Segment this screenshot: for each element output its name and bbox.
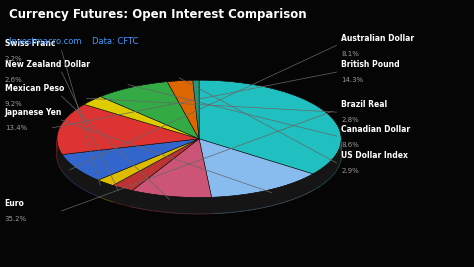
- Polygon shape: [211, 174, 313, 213]
- Text: Canadian Dollar: Canadian Dollar: [341, 124, 410, 134]
- Polygon shape: [199, 139, 313, 190]
- Polygon shape: [84, 97, 199, 139]
- Polygon shape: [199, 139, 313, 197]
- Text: 2.6%: 2.6%: [5, 77, 22, 83]
- Polygon shape: [193, 80, 199, 139]
- Polygon shape: [113, 139, 199, 202]
- Polygon shape: [100, 82, 199, 139]
- Text: New Zealand Dollar: New Zealand Dollar: [5, 60, 90, 69]
- Text: 2.2%: 2.2%: [5, 56, 22, 62]
- Text: 14.3%: 14.3%: [341, 77, 364, 83]
- Text: 2.8%: 2.8%: [341, 117, 359, 123]
- Polygon shape: [113, 186, 132, 207]
- Text: 9.2%: 9.2%: [5, 101, 22, 107]
- Polygon shape: [98, 139, 199, 196]
- Polygon shape: [132, 191, 211, 214]
- Polygon shape: [62, 139, 199, 171]
- Text: 8.1%: 8.1%: [341, 51, 359, 57]
- Polygon shape: [57, 104, 199, 155]
- Text: Japanese Yen: Japanese Yen: [5, 108, 62, 117]
- Polygon shape: [98, 139, 199, 186]
- Polygon shape: [132, 139, 199, 207]
- Polygon shape: [132, 139, 211, 198]
- Text: Mexican Peso: Mexican Peso: [5, 84, 64, 93]
- Text: 35.2%: 35.2%: [5, 216, 27, 222]
- Polygon shape: [62, 139, 199, 171]
- Polygon shape: [132, 139, 199, 207]
- Polygon shape: [98, 139, 199, 196]
- Text: Investmacro.com    Data: CFTC: Investmacro.com Data: CFTC: [9, 37, 139, 46]
- Text: 13.4%: 13.4%: [5, 125, 27, 131]
- Text: Australian Dollar: Australian Dollar: [341, 34, 414, 43]
- Polygon shape: [57, 140, 62, 171]
- Polygon shape: [113, 139, 199, 191]
- Text: Euro: Euro: [5, 199, 25, 208]
- Polygon shape: [98, 180, 113, 202]
- Polygon shape: [199, 139, 211, 213]
- Polygon shape: [62, 139, 199, 180]
- Polygon shape: [199, 139, 313, 190]
- Text: Currency Futures: Open Interest Comparison: Currency Futures: Open Interest Comparis…: [9, 8, 307, 21]
- Text: Swiss Franc: Swiss Franc: [5, 39, 55, 48]
- Polygon shape: [313, 141, 341, 190]
- Ellipse shape: [57, 96, 341, 214]
- Polygon shape: [113, 139, 199, 202]
- Text: British Pound: British Pound: [341, 60, 400, 69]
- Text: Brazil Real: Brazil Real: [341, 100, 387, 109]
- Text: US Dollar Index: US Dollar Index: [341, 151, 408, 160]
- Text: 2.9%: 2.9%: [341, 168, 359, 174]
- Polygon shape: [167, 80, 199, 139]
- Polygon shape: [199, 80, 341, 174]
- Text: 8.6%: 8.6%: [341, 142, 359, 147]
- Polygon shape: [62, 155, 98, 196]
- Polygon shape: [199, 139, 211, 213]
